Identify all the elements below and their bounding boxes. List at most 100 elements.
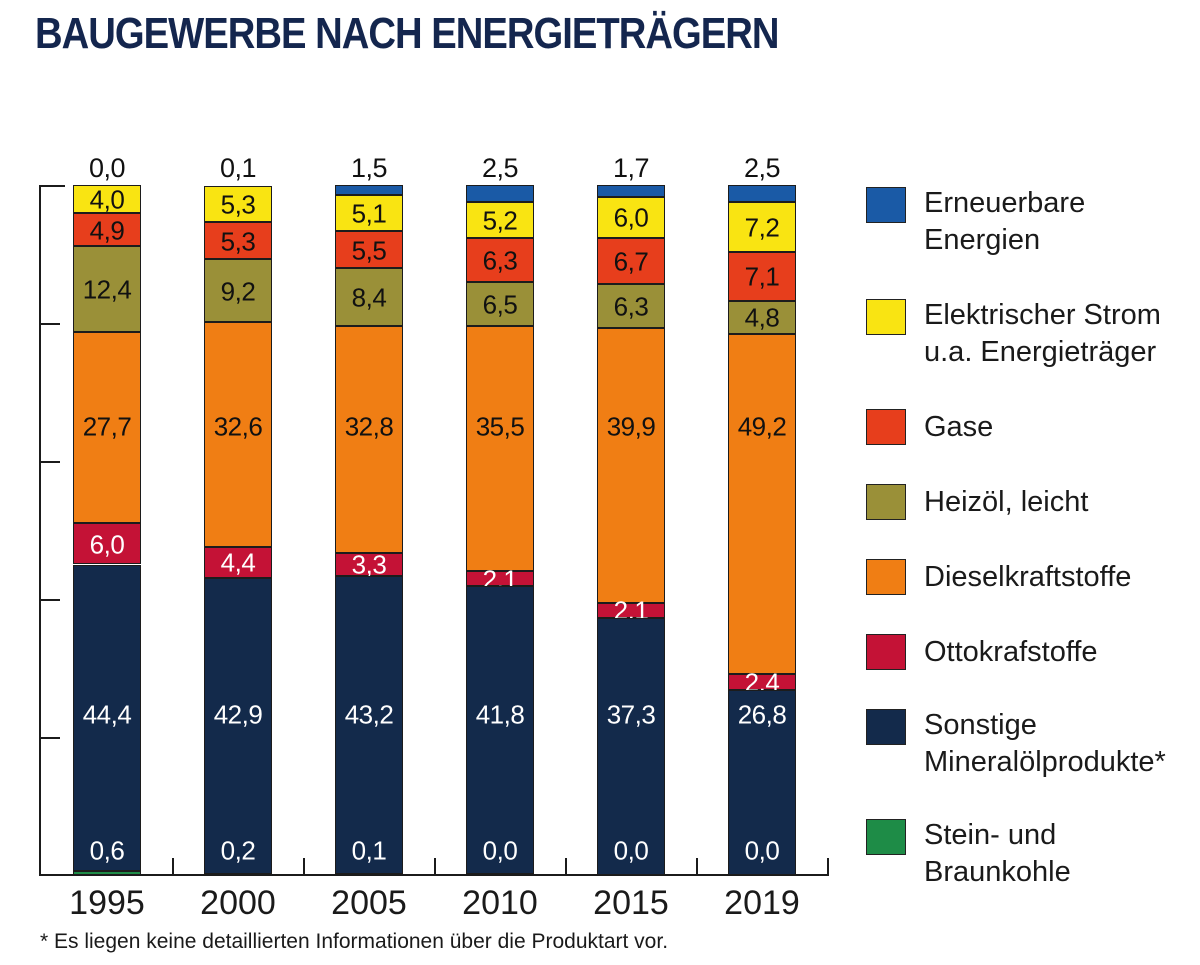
x-axis-label: 2000	[200, 884, 276, 922]
bar-segment	[73, 212, 141, 247]
value-label: 0,2	[220, 835, 256, 866]
bar-segment	[204, 873, 272, 876]
bar-segment	[335, 195, 403, 231]
bar-segment	[466, 326, 534, 572]
legend-item: Heizöl, leicht	[866, 482, 1088, 522]
value-label: 5,2	[482, 205, 518, 236]
bar-segment	[466, 571, 534, 586]
value-label: 3,3	[351, 549, 387, 580]
bar-segment	[466, 185, 534, 203]
x-axis-label: 2010	[462, 884, 538, 922]
value-label: 37,3	[606, 699, 656, 730]
bar-segment	[335, 268, 403, 327]
bar-segment	[728, 185, 796, 203]
value-label: 4,8	[744, 302, 780, 333]
legend-swatch	[866, 409, 906, 445]
value-label: 41,8	[475, 699, 525, 730]
y-axis-tick	[41, 461, 60, 463]
footnote: * Es liegen keine detaillierten Informat…	[40, 930, 669, 953]
legend-item: Gase	[866, 407, 993, 447]
bar-segment	[73, 185, 141, 213]
bar-segment	[597, 238, 665, 285]
bar-segment	[597, 603, 665, 618]
bar-segment	[466, 238, 534, 282]
value-label: 39,9	[606, 411, 656, 442]
bar-segment	[728, 690, 796, 875]
bar-segment	[204, 322, 272, 548]
value-label: 6,0	[613, 202, 649, 233]
value-label: 26,8	[737, 699, 787, 730]
value-label: 4,0	[89, 184, 125, 215]
value-label: 8,4	[351, 282, 387, 313]
value-label: 0,1	[351, 835, 387, 866]
value-label: 2,5	[743, 153, 781, 183]
bar-segment	[728, 202, 796, 252]
y-axis-tick	[41, 737, 60, 739]
legend-label: Ottokrafstoffe	[924, 636, 1098, 668]
bar-segment	[73, 523, 141, 565]
legend-label: Elektrischer Strom u.a. Energieträger	[924, 299, 1161, 368]
value-label: 1,5	[350, 153, 388, 183]
bar-segment	[204, 577, 272, 874]
x-axis-tick	[172, 858, 174, 874]
value-label: 6,7	[613, 246, 649, 277]
legend-swatch	[866, 299, 906, 335]
legend-label: Dieselkraftstoffe	[924, 561, 1132, 593]
legend-item: Sonstige Mineralölprodukte*	[866, 707, 1166, 781]
legend-label: Stein- und Braunkohle	[924, 819, 1071, 888]
bar-segment	[335, 230, 403, 269]
value-label: 6,5	[482, 289, 518, 320]
value-label: 7,1	[744, 261, 780, 292]
value-label: 0,0	[88, 153, 126, 183]
value-label: 5,1	[351, 198, 387, 229]
value-label: 27,7	[82, 411, 132, 442]
bar-segment	[73, 331, 141, 524]
value-label: 1,7	[612, 153, 650, 183]
y-axis-tick	[41, 185, 65, 187]
value-label: 6,3	[482, 245, 518, 276]
value-label: 42,9	[213, 699, 263, 730]
legend-swatch	[866, 187, 906, 223]
bar-segment	[335, 552, 403, 576]
legend-item: Elektrischer Strom u.a. Energieträger	[866, 297, 1161, 371]
bar-segment	[597, 284, 665, 328]
value-label: 0,0	[613, 835, 649, 866]
value-label: 32,8	[344, 411, 394, 442]
value-label: 12,4	[82, 274, 132, 305]
bar-segment	[728, 300, 796, 335]
bar-segment	[728, 334, 796, 674]
legend-swatch	[866, 819, 906, 855]
bar-segment	[73, 246, 141, 332]
x-axis-label: 1995	[69, 884, 145, 922]
value-label: 5,3	[220, 189, 256, 220]
legend-item: Stein- und Braunkohle	[866, 817, 1071, 891]
bar-segment	[597, 617, 665, 875]
value-label: 5,5	[351, 235, 387, 265]
legend-label: Erneuerbare Energien	[924, 187, 1086, 256]
legend-label: Gase	[924, 411, 994, 443]
value-label: 44,4	[82, 699, 132, 730]
bar-segment	[466, 202, 534, 239]
value-label: 6,0	[89, 529, 125, 560]
chart-title: BAUGEWERBE NACH ENERGIETRÄGERN	[35, 10, 780, 59]
bar-segment	[466, 281, 534, 327]
legend-label: Sonstige Mineralölprodukte*	[924, 709, 1166, 778]
x-axis-label: 2005	[331, 884, 407, 922]
x-axis-label: 2019	[724, 884, 800, 922]
bar-segment	[728, 251, 796, 301]
value-label: 0,6	[89, 835, 125, 866]
bar-segment	[204, 222, 272, 259]
x-axis-label: 2015	[593, 884, 669, 922]
y-axis-tick	[41, 599, 60, 601]
bar-segment	[73, 564, 141, 871]
value-label: 2,5	[481, 153, 519, 183]
value-label: 0,0	[744, 835, 780, 866]
value-label: 0,1	[219, 153, 257, 183]
bar-segment	[335, 575, 403, 874]
legend-swatch	[866, 634, 906, 670]
x-axis-tick	[565, 858, 567, 874]
value-label: 43,2	[344, 699, 394, 730]
legend-item: Erneuerbare Energien	[866, 185, 1085, 259]
y-axis-tick	[41, 323, 60, 325]
